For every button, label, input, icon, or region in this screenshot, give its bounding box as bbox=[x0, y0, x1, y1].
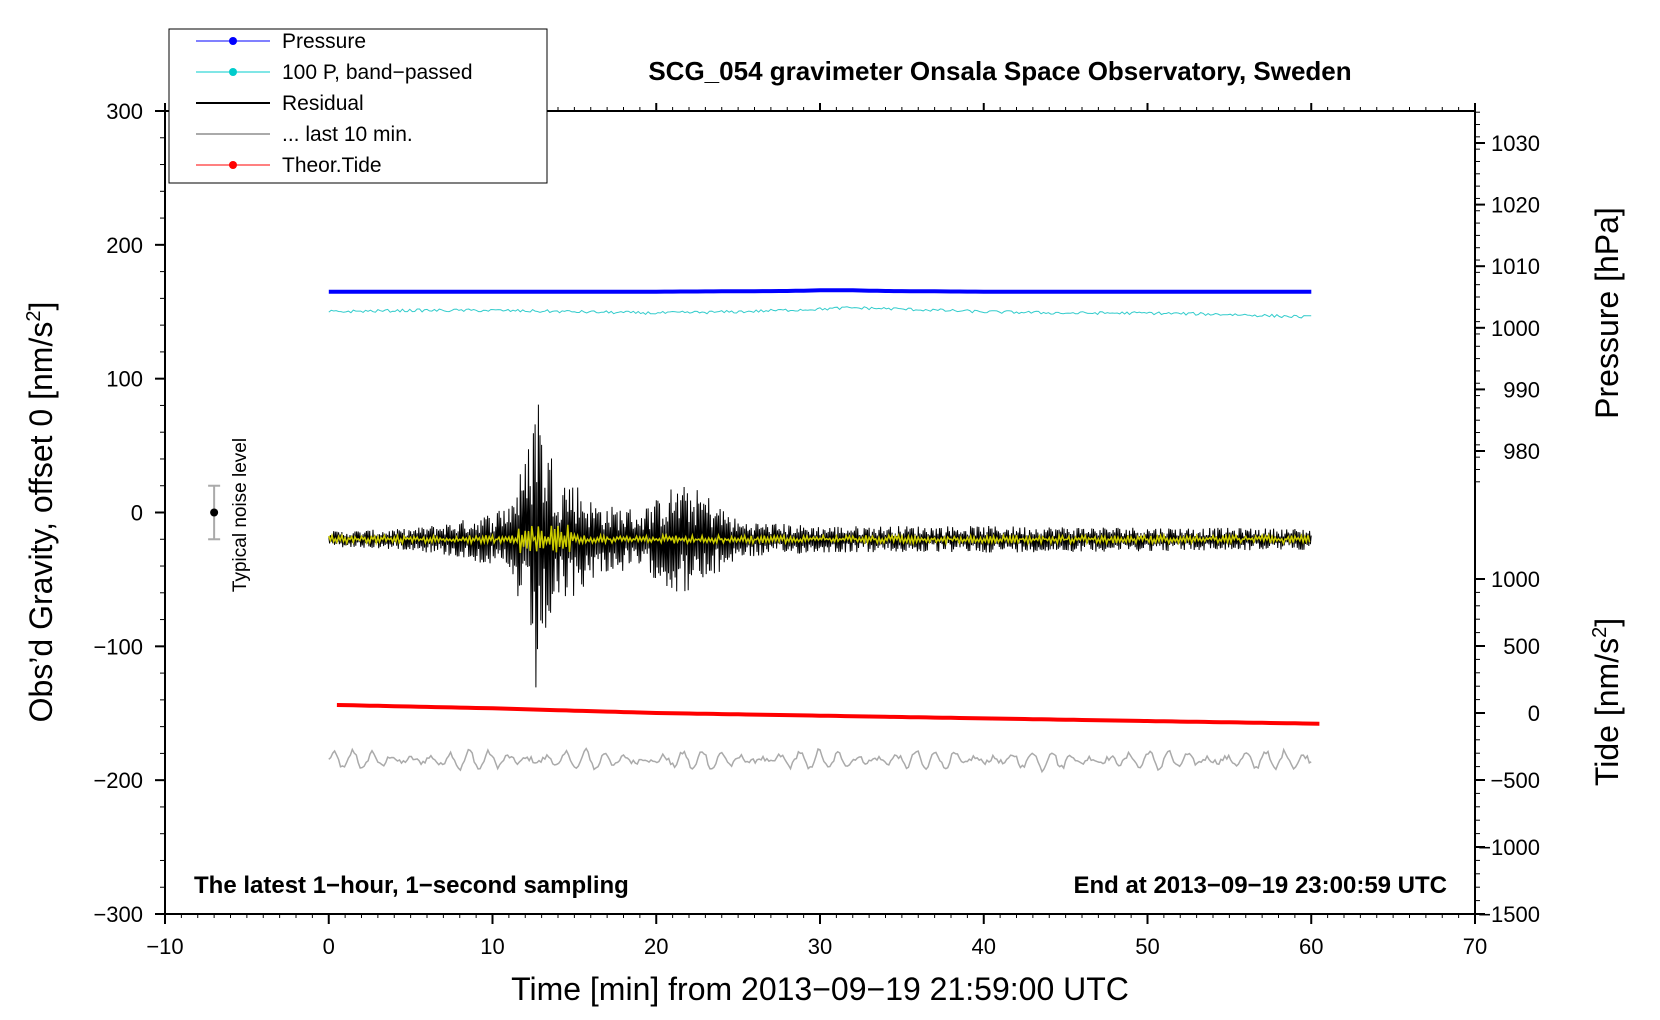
tide-tick-label: −1500 bbox=[1478, 902, 1540, 927]
noise-center-dot bbox=[210, 508, 219, 517]
tide-tick-label: 0 bbox=[1528, 701, 1540, 726]
pressure-tick-label: 980 bbox=[1503, 439, 1540, 464]
y-tick-label: 0 bbox=[131, 501, 143, 526]
legend-marker bbox=[229, 161, 237, 169]
legend-label: Pressure bbox=[282, 30, 366, 53]
pressure-tick-label: 990 bbox=[1503, 377, 1540, 402]
x-tick-label: 30 bbox=[808, 934, 832, 959]
y-axis-label-tide: Tide [nm/s2] bbox=[1589, 618, 1625, 786]
y-tick-label: −300 bbox=[93, 902, 143, 927]
legend-label: 100 P, band−passed bbox=[282, 61, 473, 84]
noise-level-label: Typical noise level bbox=[230, 438, 251, 592]
pressure-tick-label: 1020 bbox=[1491, 193, 1540, 218]
x-tick-label: 50 bbox=[1135, 934, 1159, 959]
legend-marker bbox=[229, 68, 237, 76]
x-axis-label: Time [min] from 2013−09−19 21:59:00 UTC bbox=[511, 971, 1129, 1007]
y-tick-label: 100 bbox=[106, 367, 143, 392]
plot-frame bbox=[164, 110, 1476, 915]
series-pressure-band-passed bbox=[328, 306, 1312, 319]
noise-level-marker bbox=[208, 484, 221, 541]
y-axis-label-left-tail: ] bbox=[23, 302, 59, 311]
tide-tick-label: −500 bbox=[1490, 768, 1540, 793]
x-tick-label: −10 bbox=[146, 934, 183, 959]
y-axis-label-tide-main: Tide [nm/s bbox=[1589, 638, 1625, 786]
x-tick-label: 0 bbox=[323, 934, 335, 959]
annotation-end-time: End at 2013−09−19 23:00:59 UTC bbox=[1073, 872, 1447, 899]
y-axis-label-left: Obs’d Gravity, offset 0 [nm/s2] bbox=[23, 302, 59, 723]
y-axis-label-pressure: Pressure [hPa] bbox=[1589, 207, 1625, 419]
pressure-tick-label: 1010 bbox=[1491, 254, 1540, 279]
y-tick-label: 300 bbox=[106, 99, 143, 124]
series-last-10-min bbox=[328, 747, 1312, 774]
legend-label: Residual bbox=[282, 92, 364, 115]
legend-box bbox=[168, 28, 548, 184]
x-tick-label: 70 bbox=[1463, 934, 1487, 959]
series-residual-filtered bbox=[328, 524, 1311, 554]
y-tick-label: 200 bbox=[106, 233, 143, 258]
legend-label: ... last 10 min. bbox=[282, 123, 413, 146]
x-tick-label: 60 bbox=[1299, 934, 1323, 959]
axis-ticks: −10 0 10 20 30 40 50 60 70−300−200−1000100200300… bbox=[93, 99, 1540, 959]
legend-label: Theor.Tide bbox=[282, 154, 382, 177]
y-tick-label: −200 bbox=[93, 768, 143, 793]
x-tick-label: 20 bbox=[644, 934, 668, 959]
annotation-sampling: The latest 1−hour, 1−second sampling bbox=[194, 872, 629, 899]
series-layer bbox=[328, 288, 1320, 774]
y-axis-label-tide-tail: ] bbox=[1589, 618, 1625, 627]
tide-tick-label: −1000 bbox=[1478, 835, 1540, 860]
pressure-tick-label: 1000 bbox=[1491, 316, 1540, 341]
y-axis-label-left-main: Obs’d Gravity, offset 0 [nm/s bbox=[23, 322, 59, 723]
series-pressure bbox=[328, 288, 1312, 294]
y-tick-label: −100 bbox=[93, 634, 143, 659]
legend-marker bbox=[229, 37, 237, 45]
x-tick-label: 40 bbox=[972, 934, 996, 959]
legend: Pressure 100 P, band−passed Residual ... la… bbox=[168, 28, 548, 184]
x-tick-label: 10 bbox=[480, 934, 504, 959]
tide-tick-label: 500 bbox=[1503, 634, 1540, 659]
y-axis-label-left-sup: 2 bbox=[23, 311, 45, 322]
series-theor-tide bbox=[336, 703, 1320, 726]
series-residual bbox=[328, 404, 1312, 688]
tide-tick-label: 1000 bbox=[1491, 567, 1540, 592]
chart-title: SCG_054 gravimeter Onsala Space Observat… bbox=[648, 56, 1351, 86]
y-axis-label-tide-sup: 2 bbox=[1589, 627, 1611, 638]
pressure-tick-label: 1030 bbox=[1491, 131, 1540, 156]
